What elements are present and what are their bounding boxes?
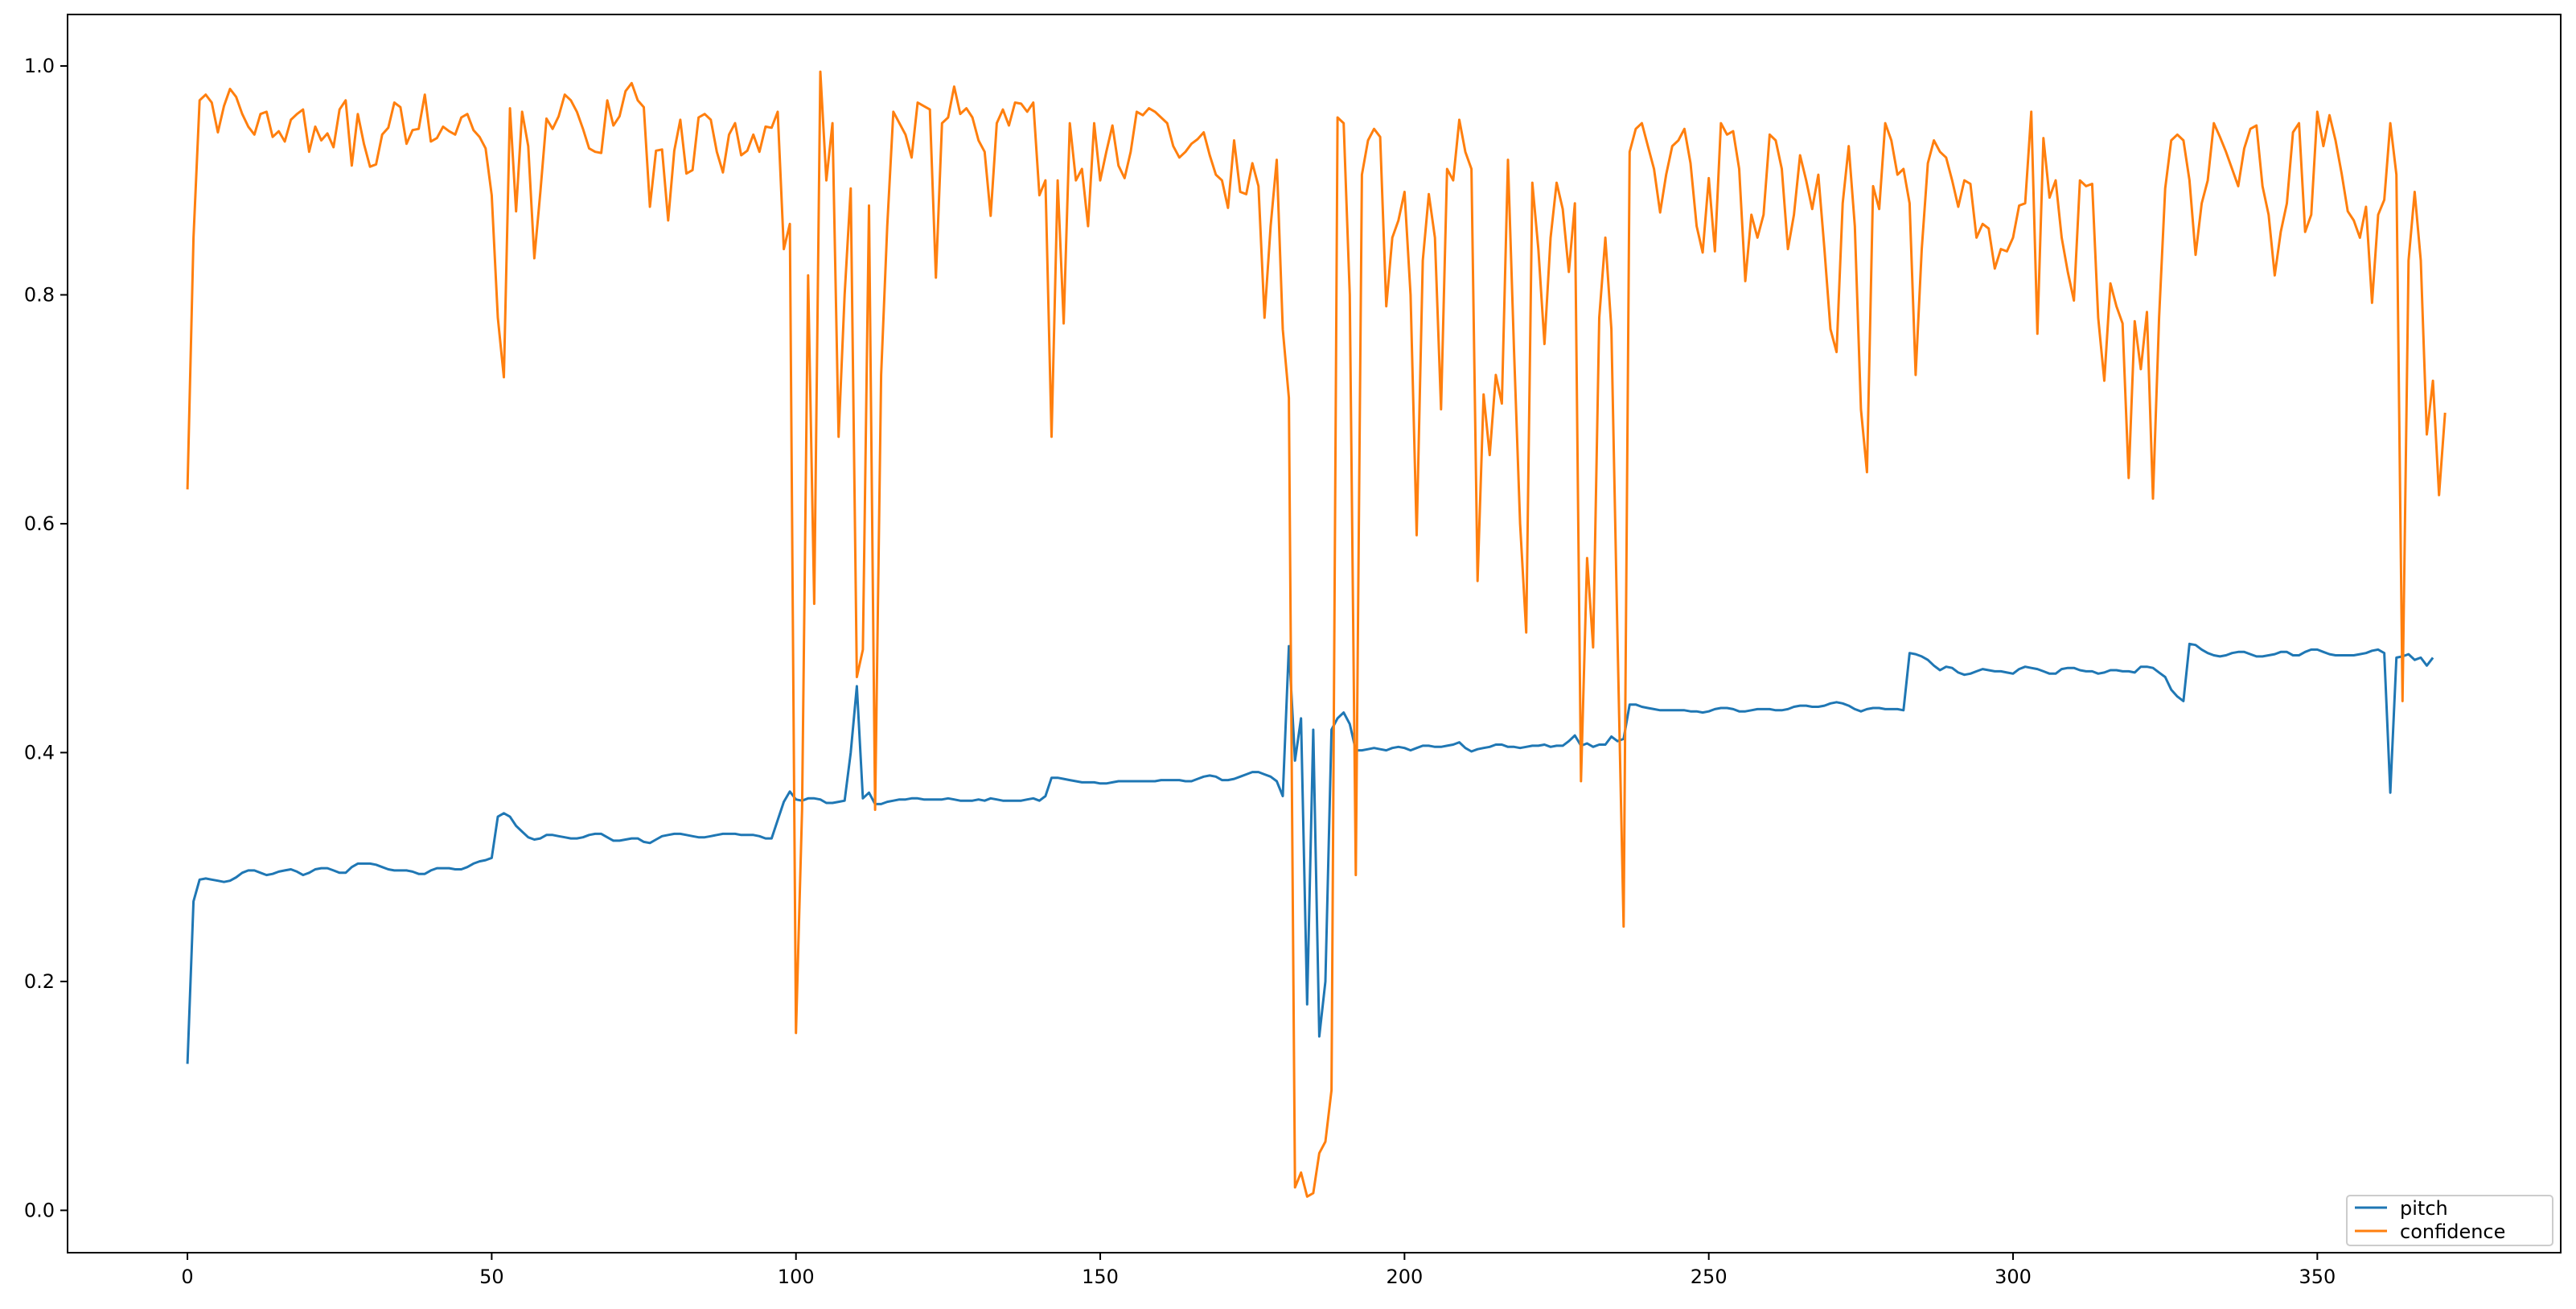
legend: pitch confidence bbox=[2346, 1195, 2553, 1246]
y-tick-label: 0.8 bbox=[24, 283, 55, 306]
x-tick-label: 350 bbox=[2299, 1266, 2336, 1288]
x-tick-label: 150 bbox=[1082, 1266, 1119, 1288]
x-tick-label: 0 bbox=[181, 1266, 193, 1288]
series-line-confidence bbox=[186, 70, 2447, 1198]
x-tick-label: 300 bbox=[1995, 1266, 2032, 1288]
y-axis: 0.0 0.2 0.4 0.6 0.8 1.0 bbox=[24, 55, 68, 1221]
y-tick-label: 1.0 bbox=[24, 55, 55, 77]
y-tick-label: 0.6 bbox=[24, 512, 55, 535]
legend-box bbox=[2346, 1195, 2553, 1246]
series-layer bbox=[186, 70, 2447, 1198]
x-tick-label: 250 bbox=[1691, 1266, 1728, 1288]
plot-area bbox=[68, 14, 2561, 1253]
x-tick-label: 200 bbox=[1386, 1266, 1423, 1288]
y-tick-label: 0.0 bbox=[24, 1199, 55, 1221]
x-tick-label: 50 bbox=[479, 1266, 504, 1288]
legend-label-confidence: confidence bbox=[2400, 1220, 2505, 1243]
y-tick-label: 0.2 bbox=[24, 970, 55, 993]
x-tick-label: 100 bbox=[778, 1266, 815, 1288]
legend-label-pitch: pitch bbox=[2400, 1197, 2448, 1220]
y-tick-label: 0.4 bbox=[24, 741, 55, 764]
series-line-pitch bbox=[186, 642, 2434, 1064]
axes-frame bbox=[67, 14, 2562, 1253]
x-axis: 0 50 100 150 200 250 300 350 bbox=[181, 1253, 2336, 1288]
